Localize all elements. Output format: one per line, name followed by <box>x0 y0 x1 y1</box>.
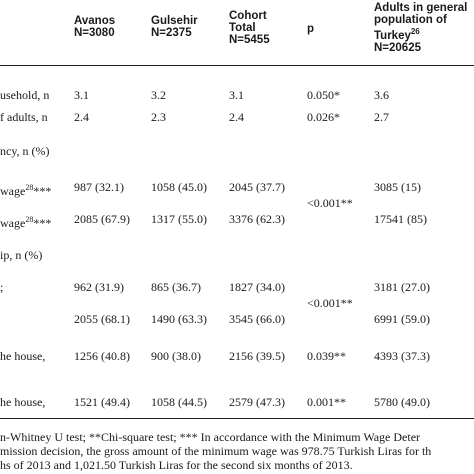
cell-house2-turkey: 5780 (49.0) <box>374 395 430 409</box>
cell-house2-avanos: 1521 (49.4) <box>74 395 130 409</box>
cell-house1-gulsehir: 900 (38.0) <box>151 349 201 363</box>
row-label-adults: f adults, n <box>0 110 48 124</box>
cell-wage-below-gulsehir: 1058 (45.0) <box>151 180 207 194</box>
header-adults-line2: population of <box>374 14 447 26</box>
cell-household-turkey: 3.6 <box>374 88 389 102</box>
row-label-household: usehold, n <box>0 88 50 102</box>
wage-above-stars: *** <box>33 216 52 230</box>
header-avanos: Avanos N=3080 <box>74 15 116 39</box>
cell-own1-avanos: 962 (31.9) <box>74 280 124 294</box>
cell-wage-above-turkey: 17541 (85) <box>374 212 427 226</box>
wage-below-text: wage <box>0 184 26 198</box>
section-label-ownership: ip, n (%) <box>0 248 43 262</box>
cell-wage-above-gulsehir: 1317 (55.0) <box>151 212 207 226</box>
cell-wage-p: <0.001** <box>307 196 353 210</box>
cell-own2-avanos: 2055 (68.1) <box>74 312 130 326</box>
cell-own1-turkey: 3181 (27.0) <box>374 280 430 294</box>
cell-adults-avanos: 2.4 <box>74 110 89 124</box>
header-adults-line1: Adults in general <box>374 2 468 14</box>
cell-adults-total: 2.4 <box>229 110 244 124</box>
header-cohort-total: Cohort Total N=5455 <box>229 10 270 46</box>
wage-above-text: wage <box>0 216 26 230</box>
header-p: p <box>307 23 315 35</box>
cell-household-p: 0.050* <box>307 88 340 102</box>
header-rule <box>0 65 474 66</box>
row-label-house2: he house, <box>0 395 46 409</box>
cell-own2-total: 3545 (66.0) <box>229 312 285 326</box>
cell-own1-total: 1827 (34.0) <box>229 280 285 294</box>
section-label-income: ncy, n (%) <box>0 144 50 158</box>
cell-wage-below-total: 2045 (37.7) <box>229 180 285 194</box>
cell-house1-turkey: 4393 (37.3) <box>374 349 430 363</box>
cell-adults-gulsehir: 2.3 <box>151 110 166 124</box>
wage-below-sup: 28 <box>25 183 34 192</box>
header-adults-line4: N=20625 <box>374 41 421 54</box>
footnote-line-3: hs of 2013 and 1,021.50 Turkish Liras fo… <box>0 458 353 472</box>
cell-household-total: 3.1 <box>229 88 244 102</box>
cell-house1-total: 2156 (39.5) <box>229 349 285 363</box>
row-label-own1: ; <box>0 280 4 294</box>
header-gulsehir: Gulsehir N=2375 <box>151 15 198 39</box>
header-adults-line3: Turkey <box>374 29 411 42</box>
wage-above-sup: 28 <box>25 215 34 224</box>
row-label-wage-below: wage28*** <box>0 181 51 198</box>
cell-adults-turkey: 2.7 <box>374 110 389 124</box>
cell-house2-gulsehir: 1058 (44.5) <box>151 395 207 409</box>
cell-household-gulsehir: 3.2 <box>151 88 166 102</box>
cell-house1-avanos: 1256 (40.8) <box>74 349 130 363</box>
cell-own2-turkey: 6991 (59.0) <box>374 312 430 326</box>
cell-house2-p: 0.001** <box>307 395 346 409</box>
cell-house1-p: 0.039** <box>307 349 346 363</box>
bottom-rule <box>0 418 474 419</box>
cell-wage-above-total: 3376 (62.3) <box>229 212 285 226</box>
wage-below-stars: *** <box>33 184 52 198</box>
cell-house2-total: 2579 (47.3) <box>229 395 285 409</box>
row-label-house1: he house, <box>0 349 46 363</box>
footnote-line-2: mission decision, the gross amount of th… <box>0 444 432 458</box>
cell-household-avanos: 3.1 <box>74 88 89 102</box>
cell-wage-above-avanos: 2085 (67.9) <box>74 212 130 226</box>
cell-own-p: <0.001** <box>307 296 353 310</box>
cell-own2-gulsehir: 1490 (63.3) <box>151 312 207 326</box>
footnote-line-1: n-Whitney U test; **Chi-square test; ***… <box>0 430 421 444</box>
row-label-wage-above: wage28*** <box>0 213 51 230</box>
header-adults-turkey: Adults in general population of Turkey26… <box>374 2 467 54</box>
header-adults-sup: 26 <box>410 27 420 36</box>
cell-wage-below-avanos: 987 (32.1) <box>74 180 124 194</box>
cell-own1-gulsehir: 865 (36.7) <box>151 280 201 294</box>
cell-wage-below-turkey: 3085 (15) <box>374 180 421 194</box>
cell-adults-p: 0.026* <box>307 110 340 124</box>
